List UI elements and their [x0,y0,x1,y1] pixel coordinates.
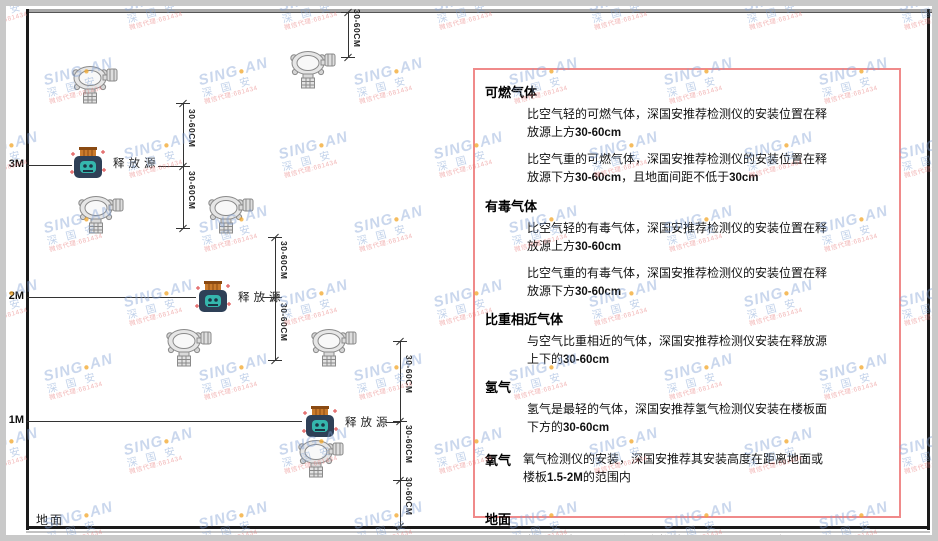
panel-section-5: 氧气 氧气检测仪的安装，深国安推荐其安装高度在距离地面或楼板1.5-2M的范围内 [485,446,887,495]
release-source-icon [302,406,338,437]
dimension-label: 30-60CM [187,171,197,210]
level-line-3M [27,165,72,166]
section-heading: 地面 [485,512,512,528]
left-wall-line [26,9,29,530]
panel-section-1: 可燃气体比空气轻的可燃气体，深国安推荐检测仪的安装位置在释放源上方30-60cm… [485,82,887,188]
dimension-label: 30-60CM [279,302,289,341]
section-paragraph: 检测仪地面间距，深国安推荐在30-60cm，且不得小于30cm，因为过低容易水溅… [527,533,814,541]
level-line-2M [27,297,196,298]
dimension-label: 30-60CM [279,241,289,280]
panel-section-2: 有毒气体比空气轻的有毒气体，深国安推荐检测仪的安装位置在释放源上方30-60cm… [485,196,887,302]
gas-detector-icon [166,329,212,367]
section-paragraph: 氧气检测仪的安装，深国安推荐其安装高度在距离地面或楼板1.5-2M的范围内 [523,451,824,484]
release-source-icon [195,281,231,312]
panel-sections: 可燃气体比空气轻的可燃气体，深国安推荐检测仪的安装位置在释放源上方30-60cm… [485,82,887,541]
gas-detector [70,62,120,111]
dimension-label: 30-60CM [404,355,414,394]
gas-detector [296,436,346,485]
section-paragraph: 比空气重的可燃气体，深国安推荐检测仪的安装位置在释放源下方30-60cm，且地面… [527,152,828,185]
section-heading: 有毒气体 [485,199,538,215]
gas-detector-icon [208,196,254,234]
source-connector-line [158,166,183,167]
gas-detector [206,192,256,241]
section-paragraph: 比空气轻的有毒气体，深国安推荐检测仪的安装位置在释放源上方30-60cm [527,220,828,253]
dimension-label: 30-60CM [404,477,414,516]
level-label-2M: 2M [8,290,24,302]
level-label-1M: 1M [8,414,24,426]
release-source [193,280,233,319]
release-source-icon [70,147,106,178]
dimension-line [348,12,349,57]
section-heading: 氧气 [485,453,512,469]
gas-detector [76,192,126,241]
section-heading: 可燃气体 [485,86,538,101]
release-source [300,405,340,444]
dimension-line [400,341,401,526]
panel-section-6: 地面检测仪地面间距，深国安推荐在30-60cm，且不得小于30cm，因为过低容易… [485,509,887,541]
source-connector-line [386,422,400,423]
gas-detector-icon [298,440,344,478]
level-line-1M [27,421,302,422]
release-source [68,146,108,185]
release-source-label: 释放源 [238,290,285,304]
dimension-label: 30-60CM [404,424,414,463]
ground-line [26,526,930,529]
ground-label: 地面 [36,513,65,527]
panel-section-4: 氢气 氢气是最轻的气体，深国安推荐氢气检测仪安装在楼板面下方的30-60cm [485,377,887,437]
gas-detector [164,325,214,374]
gas-detector-icon [311,329,357,367]
gas-detector-icon [72,66,118,104]
gas-detector [288,47,338,96]
release-source-label: 释放源 [113,156,160,170]
level-label-3M: 3M [8,158,24,170]
installation-guide-panel: 可燃气体比空气轻的可燃气体，深国安推荐检测仪的安装位置在释放源上方30-60cm… [473,68,901,541]
section-paragraph: 比空气轻的可燃气体，深国安推荐检测仪的安装位置在释放源上方30-60cm [527,107,828,139]
right-wall-line [927,9,930,530]
section-heading: 氢气 [485,381,512,397]
dimension-line [275,237,276,360]
section-paragraph: 氢气是最轻的气体，深国安推荐氢气检测仪安装在楼板面下方的30-60cm [527,402,828,435]
panel-section-3: 比重相近气体与空气比重相近的气体，深国安推荐检测仪安装在释放源上下的30-60c… [485,309,887,369]
gas-detector-icon [290,51,336,89]
dimension-label: 30-60CM [352,8,362,47]
ceiling-line [27,9,932,13]
dimension-label: 30-60CM [187,108,197,147]
gas-detector [309,325,359,374]
section-body: 氧气检测仪的安装，深国安推荐其安装高度在距离地面或楼板1.5-2M的范围内 [523,446,829,495]
source-connector-line [263,297,275,298]
section-paragraph: 比空气重的有毒气体，深国安推荐检测仪的安装位置在释放源下方30-60cm [527,265,828,298]
section-paragraph: 与空气比重相近的气体，深国安推荐检测仪安装在释放源上下的30-60cm [527,334,828,366]
ground-shadow-line [26,531,930,533]
gas-detector-icon [78,196,124,234]
release-source-label: 释放源 [345,415,392,429]
section-heading: 比重相近气体 [485,313,564,328]
